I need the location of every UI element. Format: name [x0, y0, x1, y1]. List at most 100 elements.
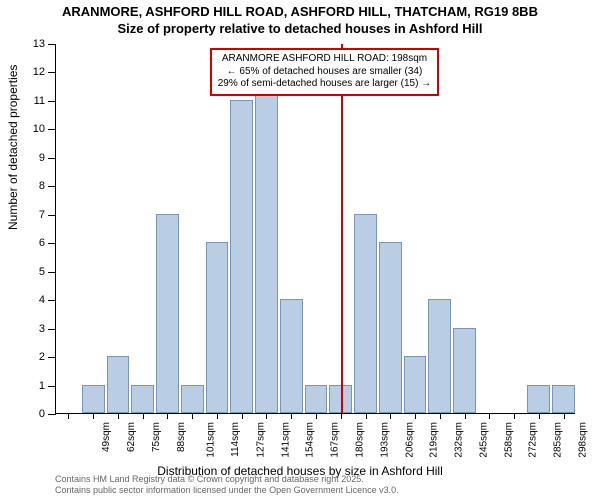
y-tick — [48, 386, 56, 387]
x-tick-label: 193sqm — [379, 422, 390, 458]
y-tick — [48, 72, 56, 73]
x-tick — [291, 413, 292, 419]
y-tick-label: 4 — [5, 294, 45, 306]
footnote: Contains HM Land Registry data © Crown c… — [55, 474, 399, 496]
bar — [453, 328, 476, 413]
y-tick-label: 6 — [5, 237, 45, 249]
y-tick — [48, 101, 56, 102]
reference-line — [341, 44, 343, 413]
x-tick-label: 127sqm — [256, 422, 267, 458]
bar — [107, 356, 130, 413]
x-tick — [167, 413, 168, 419]
footnote-line-2: Contains public sector information licen… — [55, 485, 399, 496]
annotation-box: ARANMORE ASHFORD HILL ROAD: 198sqm← 65% … — [210, 48, 439, 96]
y-tick — [48, 357, 56, 358]
x-tick — [118, 413, 119, 419]
x-tick-label: 232sqm — [454, 422, 465, 458]
y-tick-label: 12 — [5, 66, 45, 78]
y-tick — [48, 186, 56, 187]
x-tick — [266, 413, 267, 419]
x-tick-label: 206sqm — [404, 422, 415, 458]
y-tick-label: 8 — [5, 180, 45, 192]
bar — [404, 356, 427, 413]
title-line-1: ARANMORE, ASHFORD HILL ROAD, ASHFORD HIL… — [0, 4, 600, 21]
bar — [230, 100, 253, 413]
bar — [428, 299, 451, 413]
x-tick — [316, 413, 317, 419]
x-tick-label: 101sqm — [206, 422, 217, 458]
x-tick-label: 258sqm — [503, 422, 514, 458]
y-tick — [48, 243, 56, 244]
x-tick — [514, 413, 515, 419]
x-tick — [366, 413, 367, 419]
bar — [206, 242, 229, 413]
y-tick-label: 0 — [5, 408, 45, 420]
bar — [552, 385, 575, 413]
x-tick-label: 285sqm — [553, 422, 564, 458]
bar — [354, 214, 377, 413]
bar — [82, 385, 105, 413]
y-tick — [48, 44, 56, 45]
x-tick — [143, 413, 144, 419]
x-tick-label: 75sqm — [151, 422, 162, 452]
x-tick-label: 245sqm — [478, 422, 489, 458]
x-tick-label: 298sqm — [577, 422, 588, 458]
y-tick-label: 2 — [5, 351, 45, 363]
annotation-line: 29% of semi-detached houses are larger (… — [218, 78, 431, 91]
y-tick-label: 1 — [5, 380, 45, 392]
bar — [527, 385, 550, 413]
x-tick — [465, 413, 466, 419]
y-tick — [48, 158, 56, 159]
bar — [131, 385, 154, 413]
x-tick-label: 141sqm — [280, 422, 291, 458]
x-tick — [539, 413, 540, 419]
y-tick-label: 3 — [5, 323, 45, 335]
y-tick — [48, 215, 56, 216]
footnote-line-1: Contains HM Land Registry data © Crown c… — [55, 474, 399, 485]
x-tick — [564, 413, 565, 419]
x-tick — [68, 413, 69, 419]
x-tick-label: 88sqm — [176, 422, 187, 452]
y-tick-label: 9 — [5, 152, 45, 164]
x-tick — [242, 413, 243, 419]
x-tick-label: 167sqm — [330, 422, 341, 458]
bar — [280, 299, 303, 413]
y-tick-label: 7 — [5, 209, 45, 221]
x-tick-label: 180sqm — [355, 422, 366, 458]
y-tick-label: 10 — [5, 123, 45, 135]
x-tick-label: 114sqm — [230, 422, 241, 457]
title-block: ARANMORE, ASHFORD HILL ROAD, ASHFORD HIL… — [0, 4, 600, 38]
annotation-line: ← 65% of detached houses are smaller (34… — [218, 66, 431, 79]
y-axis-title: Number of detached properties — [6, 65, 20, 230]
x-tick — [415, 413, 416, 419]
y-tick-label: 13 — [5, 38, 45, 50]
y-tick-label: 5 — [5, 266, 45, 278]
x-tick — [192, 413, 193, 419]
x-tick-label: 272sqm — [528, 422, 539, 458]
x-tick-label: 219sqm — [429, 422, 440, 458]
chart-container: ARANMORE, ASHFORD HILL ROAD, ASHFORD HIL… — [0, 0, 600, 500]
plot-area — [55, 44, 575, 414]
annotation-line: ARANMORE ASHFORD HILL ROAD: 198sqm — [218, 53, 431, 66]
y-tick — [48, 329, 56, 330]
x-tick — [390, 413, 391, 419]
x-tick — [489, 413, 490, 419]
x-tick-label: 154sqm — [305, 422, 316, 458]
bar — [255, 71, 278, 413]
y-tick — [48, 272, 56, 273]
bar — [379, 242, 402, 413]
y-tick-label: 11 — [5, 95, 45, 107]
x-tick — [93, 413, 94, 419]
title-line-2: Size of property relative to detached ho… — [0, 21, 600, 38]
x-tick-label: 49sqm — [101, 422, 112, 452]
bar — [156, 214, 179, 413]
y-tick — [48, 129, 56, 130]
y-tick — [48, 414, 56, 415]
bar — [181, 385, 204, 413]
y-tick — [48, 300, 56, 301]
x-tick — [341, 413, 342, 419]
x-tick — [440, 413, 441, 419]
bar — [305, 385, 328, 413]
x-tick-label: 62sqm — [126, 422, 137, 452]
x-tick — [217, 413, 218, 419]
